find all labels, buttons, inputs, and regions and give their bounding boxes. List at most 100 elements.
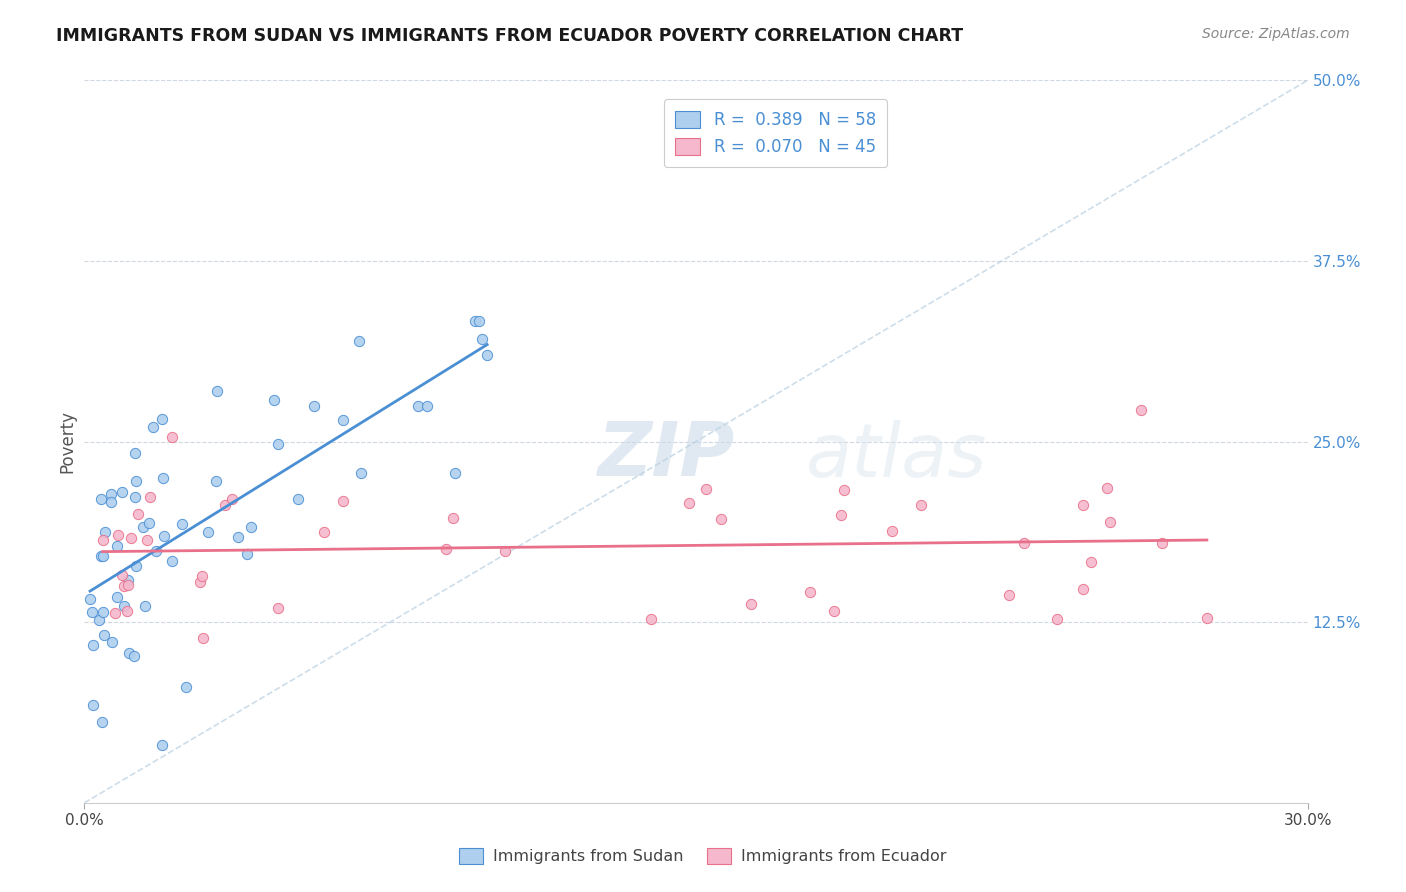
Point [100,495,122,509]
Point [910,498,932,512]
Point [105,590,128,604]
Point [90,715,112,730]
Point [832,483,855,497]
Point [1130,403,1153,417]
Point [127,507,149,521]
Point [221,491,243,506]
Point [266,600,288,615]
Point [152,529,174,543]
Point [152,470,174,484]
Point [205,384,228,399]
Point [824,604,846,618]
Point [1080,555,1102,569]
Point [695,482,717,496]
Point [132,520,155,534]
Text: ZIP: ZIP [598,419,735,492]
Point [197,524,219,539]
Point [235,547,257,561]
Point [107,528,129,542]
Point [239,520,262,534]
Point [93,627,115,641]
Point [441,511,464,525]
Point [107,539,129,553]
Point [799,585,821,599]
Point [145,543,167,558]
Point [82,698,104,713]
Point [1071,582,1094,596]
Point [104,606,127,620]
Point [204,474,226,488]
Point [468,313,491,327]
Point [134,599,156,613]
Y-axis label: Poverty: Poverty [58,410,76,473]
Point [830,508,852,522]
Point [170,516,193,531]
Point [740,597,762,611]
Point [347,334,370,348]
Point [1099,515,1122,529]
Point [91,533,114,547]
Point [89,613,111,627]
Point [174,680,197,694]
Text: atlas: atlas [806,420,987,492]
Point [471,332,494,346]
Point [124,446,146,460]
Point [136,533,159,547]
Point [150,412,173,426]
Point [112,579,135,593]
Point [89,491,111,506]
Point [139,490,162,504]
Point [475,348,498,362]
Point [160,430,183,444]
Point [138,516,160,530]
Legend: R =  0.389   N = 58, R =  0.070   N = 45: R = 0.389 N = 58, R = 0.070 N = 45 [664,99,887,168]
Point [91,605,114,619]
Point [118,646,141,660]
Point [191,568,214,582]
Point [101,635,124,649]
Point [117,573,139,587]
Point [91,549,114,563]
Point [89,549,111,563]
Point [263,392,285,407]
Legend: Immigrants from Sudan, Immigrants from Ecuador: Immigrants from Sudan, Immigrants from E… [453,841,953,871]
Point [117,577,139,591]
Point [115,604,138,618]
Point [1150,536,1173,550]
Point [266,437,288,451]
Point [287,492,309,507]
Point [193,631,215,645]
Point [125,474,148,488]
Point [124,490,146,504]
Point [150,738,173,752]
Point [464,313,486,327]
Point [94,524,117,539]
Point [332,413,354,427]
Point [100,487,122,501]
Point [444,466,467,480]
Point [80,605,103,619]
Point [120,531,142,545]
Point [882,524,904,539]
Point [82,638,104,652]
Point [710,512,733,526]
Point [1046,612,1069,626]
Point [111,484,134,499]
Point [124,649,146,664]
Point [142,420,165,434]
Point [188,574,211,589]
Point [1012,536,1035,550]
Point [406,400,429,414]
Point [312,524,335,539]
Point [124,559,146,574]
Point [79,591,101,606]
Point [415,399,437,413]
Point [1073,498,1095,512]
Point [998,588,1021,602]
Point [678,496,700,510]
Point [226,530,249,544]
Point [160,554,183,568]
Point [332,494,354,508]
Point [112,599,135,614]
Point [434,542,457,557]
